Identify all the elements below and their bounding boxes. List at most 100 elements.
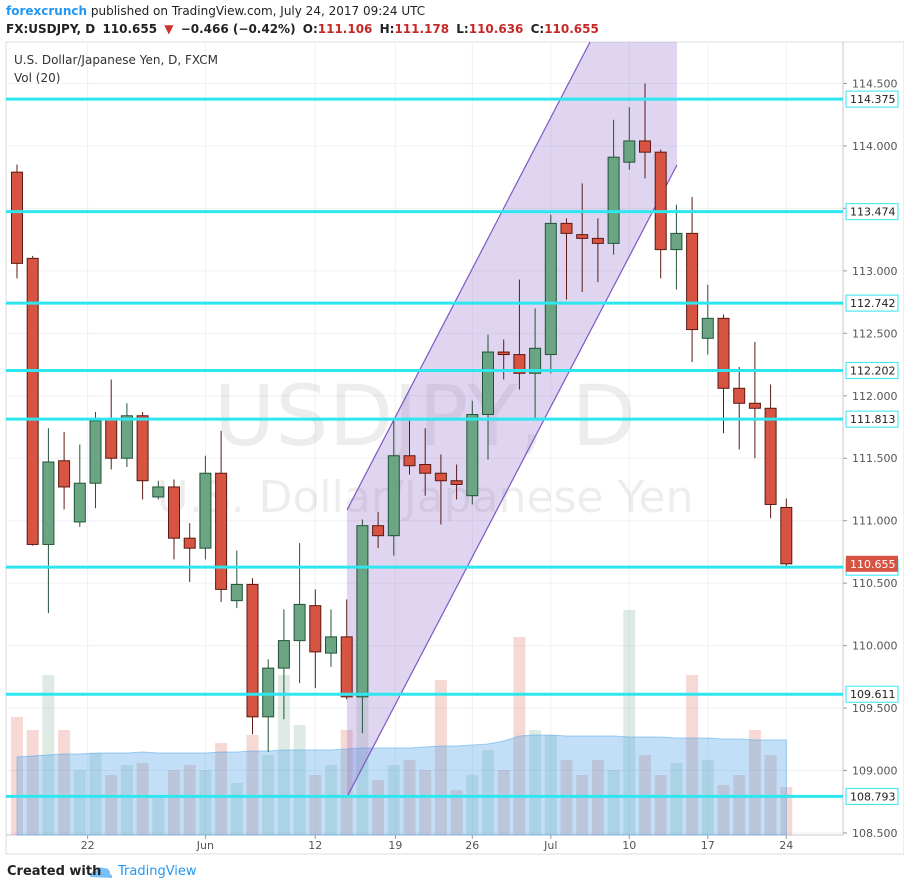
level-label-box	[845, 90, 899, 108]
level-label-box	[845, 410, 899, 428]
chart: 108.500 109.000 109.500 110.000 110.500 111.0…	[5, 41, 904, 855]
y-tick-label: 111.500	[852, 452, 898, 465]
volume-bar	[450, 790, 463, 835]
candle-body	[262, 667, 275, 718]
volume-bar	[497, 770, 510, 835]
candle-body	[26, 257, 39, 545]
level-label-box	[845, 294, 899, 312]
y-tick-label: 112.500	[852, 327, 898, 340]
candle-body	[623, 140, 636, 163]
candle-body	[293, 603, 306, 642]
candle-body	[686, 232, 699, 331]
candle-body	[419, 463, 432, 474]
level-label-box	[845, 787, 899, 805]
low: 110.636	[468, 22, 524, 36]
candle-body	[560, 222, 573, 234]
o-label: O:	[302, 22, 318, 36]
x-tick-label: 12	[308, 839, 322, 852]
candle-body	[42, 461, 55, 545]
volume-bar	[623, 610, 636, 835]
volume-bar	[120, 765, 133, 835]
candle-body	[89, 420, 102, 484]
author[interactable]: forexcrunch	[6, 4, 88, 18]
candle-body	[199, 472, 212, 549]
level-label: 112.202	[850, 365, 896, 378]
candle-body	[403, 455, 416, 467]
candle-body	[482, 351, 494, 416]
high: 111.178	[394, 22, 450, 36]
candle-body	[513, 354, 526, 374]
last-price-label: 110.655	[850, 558, 896, 571]
x-tick-label: 19	[388, 839, 402, 852]
volume-bar	[89, 753, 102, 835]
volume-bar	[387, 765, 400, 835]
volume-bar	[215, 743, 228, 835]
candle-body	[168, 486, 180, 539]
candle-body	[607, 156, 620, 244]
level-label: 113.474	[850, 206, 896, 219]
volume-bar	[654, 775, 667, 835]
volume-bar	[73, 770, 86, 835]
candle-body	[73, 482, 86, 523]
x-tick-label: Jul	[543, 839, 557, 852]
volume-bar	[544, 735, 557, 835]
candle-body	[11, 171, 23, 264]
volume-bar	[246, 735, 259, 835]
level-label: 114.375	[850, 93, 896, 106]
level-label: 109.611	[850, 688, 896, 701]
y-tick-label: 113.000	[852, 265, 898, 278]
candle-body	[701, 317, 714, 339]
candle-body	[450, 480, 463, 485]
arrow: ▼	[164, 22, 174, 36]
candle-body	[183, 537, 196, 549]
candle-body	[105, 419, 118, 459]
level-label: 108.793	[850, 790, 896, 803]
candle-body	[325, 636, 337, 654]
volume-bar	[183, 765, 196, 835]
candle-body	[733, 387, 746, 404]
last-price-box	[846, 555, 898, 572]
candle-body	[639, 140, 651, 153]
volume-bar	[168, 770, 180, 835]
volume-title: Vol (20)	[14, 71, 60, 85]
volume-bar	[529, 730, 542, 835]
y-tick-label: 109.500	[852, 702, 898, 715]
y-tick-label: 112.000	[852, 390, 898, 403]
change: −0.466 (−0.42%)	[180, 22, 296, 36]
volume-bar	[482, 750, 494, 835]
candle-body	[529, 347, 542, 374]
y-tick-label: 109.000	[852, 765, 898, 778]
candle-body	[277, 640, 290, 669]
channel-lower	[346, 164, 678, 798]
price: 110.655	[102, 22, 158, 36]
volume-bar	[576, 775, 589, 835]
close: 110.655	[544, 22, 599, 36]
volume-bar	[105, 775, 118, 835]
level-label-box	[845, 362, 899, 380]
x-tick-label: Jun	[196, 839, 214, 852]
volume-bar	[136, 763, 149, 835]
published: published on TradingView.com, July 24, 2…	[90, 4, 426, 18]
candle-body	[136, 415, 149, 482]
candle-body	[372, 525, 385, 537]
y-tick-label: 110.500	[852, 577, 898, 590]
l-label: L:	[456, 22, 469, 36]
x-tick-label: 24	[779, 839, 793, 852]
volume-bar	[309, 775, 322, 835]
volume-bar	[199, 770, 212, 835]
x-tick-label: 22	[81, 839, 95, 852]
candle-body	[215, 472, 228, 590]
candle-body	[748, 402, 761, 409]
volume-bar	[419, 770, 432, 835]
candle-body	[434, 472, 447, 482]
candle-body	[544, 222, 557, 356]
volume-ma	[16, 734, 787, 836]
candle-body	[340, 636, 353, 698]
level-label-box	[845, 685, 899, 703]
candle-body	[717, 317, 730, 389]
candle-body	[309, 605, 322, 653]
volume-bar	[58, 730, 71, 835]
brand[interactable]: TradingView	[118, 864, 197, 879]
volume-bar	[670, 763, 683, 835]
